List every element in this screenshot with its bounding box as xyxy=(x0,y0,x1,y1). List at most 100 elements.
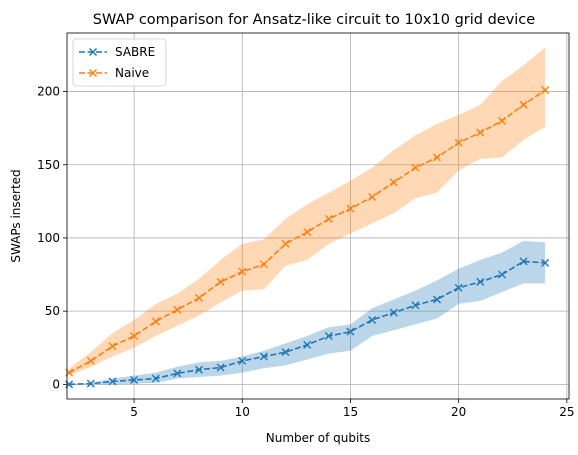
chart-title: SWAP comparison for Ansatz-like circuit … xyxy=(93,12,535,28)
confidence-bands xyxy=(69,47,546,385)
point-stroke xyxy=(130,332,139,341)
point-stroke xyxy=(259,260,268,269)
point-sabre xyxy=(259,352,268,361)
legend-item-sabre: SABRE xyxy=(79,45,155,59)
y-axis-label: SWAPs inserted xyxy=(9,169,23,262)
point-stroke xyxy=(130,375,139,384)
point-sabre xyxy=(130,375,139,384)
legend: SABRE Naive xyxy=(72,38,167,87)
point-stroke xyxy=(216,277,225,286)
point-sabre xyxy=(303,340,312,349)
point-stroke xyxy=(303,228,312,237)
point-stroke xyxy=(173,369,182,378)
point-stroke xyxy=(389,178,398,187)
point-sabre xyxy=(151,374,160,383)
x-tick-label: 10 xyxy=(235,405,250,419)
point-naive xyxy=(259,260,268,269)
point-naive xyxy=(389,178,398,187)
point-naive xyxy=(411,163,420,172)
point-sabre xyxy=(433,295,442,304)
point-naive xyxy=(238,267,247,276)
legend-marker xyxy=(89,48,97,56)
point-stroke xyxy=(238,356,247,365)
point-stroke xyxy=(497,270,506,279)
line-naive xyxy=(68,89,546,374)
point-sabre xyxy=(541,258,550,267)
point-naive xyxy=(497,116,506,125)
grid xyxy=(67,33,569,399)
point-stroke xyxy=(86,379,95,388)
point-stroke xyxy=(389,308,398,317)
point-stroke xyxy=(368,192,377,201)
point-stroke xyxy=(324,332,333,341)
point-stroke xyxy=(346,204,355,213)
point-stroke xyxy=(541,258,550,267)
point-sabre xyxy=(411,301,420,310)
point-stroke xyxy=(346,327,355,336)
point-stroke xyxy=(86,356,95,365)
point-naive xyxy=(86,356,95,365)
point-stroke xyxy=(324,214,333,223)
point-naive xyxy=(519,100,528,109)
point-stroke xyxy=(194,293,203,302)
legend-label-naive: Naive xyxy=(115,66,149,80)
x-tick-label: 5 xyxy=(130,405,138,419)
x-tick-label: 25 xyxy=(559,405,574,419)
legend-item-naive: Naive xyxy=(79,66,149,80)
point-sabre xyxy=(108,377,117,386)
point-stroke xyxy=(519,100,528,109)
point-naive xyxy=(368,192,377,201)
point-sabre xyxy=(476,277,485,286)
point-stroke xyxy=(259,352,268,361)
point-stroke xyxy=(108,342,117,351)
point-naive xyxy=(303,228,312,237)
point-stroke xyxy=(433,153,442,162)
point-stroke xyxy=(454,283,463,292)
point-stroke xyxy=(281,348,290,357)
y-ticks: 0 50 100 150 200 xyxy=(37,85,67,391)
point-sabre xyxy=(454,283,463,292)
point-naive xyxy=(346,204,355,213)
point-stroke xyxy=(108,377,117,386)
point-sabre xyxy=(346,327,355,336)
point-naive xyxy=(454,138,463,147)
point-stroke xyxy=(303,340,312,349)
point-stroke xyxy=(519,257,528,266)
point-naive xyxy=(194,293,203,302)
y-tick-label: 50 xyxy=(45,304,60,318)
x-axis-label: Number of qubits xyxy=(266,431,371,445)
legend-marker xyxy=(89,69,97,77)
legend-box xyxy=(72,38,167,87)
point-stroke xyxy=(216,363,225,372)
point-stroke xyxy=(173,305,182,314)
point-naive xyxy=(541,86,550,95)
point-naive xyxy=(281,239,290,248)
point-sabre xyxy=(368,315,377,324)
point-stroke xyxy=(454,138,463,147)
plot-area xyxy=(66,32,570,400)
band-naive xyxy=(69,47,546,376)
point-stroke xyxy=(368,315,377,324)
point-naive xyxy=(216,277,225,286)
point-sabre xyxy=(173,369,182,378)
y-tick-label: 150 xyxy=(37,158,60,172)
x-tick-label: 15 xyxy=(343,405,358,419)
point-sabre xyxy=(281,348,290,357)
point-stroke xyxy=(238,267,247,276)
point-sabre xyxy=(389,308,398,317)
point-stroke xyxy=(497,116,506,125)
legend-label-sabre: SABRE xyxy=(115,45,155,59)
point-stroke xyxy=(541,86,550,95)
point-naive xyxy=(108,342,117,351)
point-stroke xyxy=(476,277,485,286)
point-stroke xyxy=(433,295,442,304)
band-sabre xyxy=(69,240,546,385)
point-stroke xyxy=(281,239,290,248)
point-naive xyxy=(324,214,333,223)
point-sabre xyxy=(238,356,247,365)
point-sabre xyxy=(519,257,528,266)
y-tick-label: 200 xyxy=(37,85,60,99)
x-ticks: 5 10 15 20 25 xyxy=(130,399,574,419)
point-naive xyxy=(476,128,485,137)
